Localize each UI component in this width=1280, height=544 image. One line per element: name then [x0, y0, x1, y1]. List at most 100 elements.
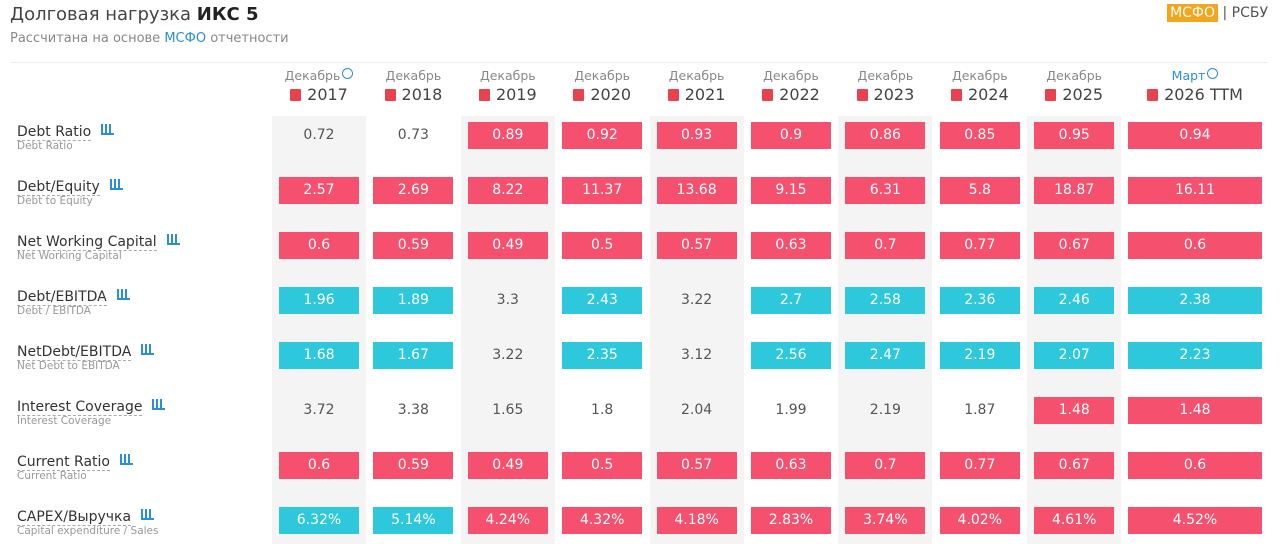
title: Долговая нагрузка ИКС 5 [10, 4, 259, 25]
cell: 4.24% [467, 507, 548, 534]
year: 2018 [366, 85, 460, 104]
period: Март [1122, 68, 1268, 83]
row-description: Debt Ratio [17, 140, 73, 152]
pdf-icon[interactable] [1045, 89, 1057, 101]
cell: 0.6 [279, 232, 359, 259]
row-description: Net Debt to EBITDA [17, 360, 120, 372]
period-label: Декабрь [951, 68, 1008, 83]
pdf-icon[interactable] [478, 89, 490, 101]
pdf-icon[interactable] [856, 89, 868, 101]
pdf-icon[interactable] [384, 89, 396, 101]
cell: 3.22 [681, 292, 713, 308]
period-label: Декабрь [1046, 68, 1103, 83]
toggle-option[interactable]: РСБУ [1231, 5, 1268, 21]
period: Декабрь [272, 68, 366, 83]
year: 2026 TTM [1122, 85, 1268, 104]
cell: 0.93 [656, 122, 737, 149]
chart-icon[interactable] [141, 509, 155, 520]
pdf-icon[interactable] [667, 89, 679, 101]
cell: 0.49 [467, 452, 548, 479]
cell: 8.22 [467, 177, 548, 204]
year: 2022 [744, 85, 838, 104]
cell: 0.73 [397, 127, 429, 143]
cell: 1.65 [492, 402, 524, 418]
row-name[interactable]: Net Working Capital [17, 234, 157, 251]
cell: 2.35 [562, 342, 643, 369]
pdf-icon[interactable] [950, 89, 962, 101]
row-name[interactable]: Debt/Equity [17, 179, 100, 196]
row-name[interactable]: Debt Ratio [17, 124, 92, 141]
cell: 6.31 [845, 177, 926, 204]
subtitle: Рассчитана на основе МСФО отчетности [10, 31, 289, 46]
cell: 2.38 [1128, 287, 1262, 314]
chart-icon[interactable] [166, 234, 180, 245]
chart-icon[interactable] [152, 399, 166, 410]
subtitle-link[interactable]: МСФО [164, 31, 207, 46]
period-label: Декабрь [284, 68, 341, 83]
cell: 3.3 [496, 292, 519, 308]
toggle-active[interactable]: МСФО [1167, 4, 1219, 22]
cell: 1.99 [775, 402, 807, 418]
year-label: 2017 [307, 85, 348, 104]
chart-icon[interactable] [116, 289, 130, 300]
cell: 2.04 [681, 402, 713, 418]
cell: 2.56 [751, 342, 831, 369]
row-description: Net Working Capital [17, 250, 122, 262]
cell: 1.68 [279, 342, 359, 369]
row-name[interactable]: Debt/EBITDA [17, 289, 107, 306]
cell: 2.19 [869, 402, 901, 418]
chart-icon[interactable] [141, 344, 155, 355]
year-label: 2024 [967, 85, 1009, 104]
chart-icon[interactable] [119, 454, 133, 465]
cell: 18.87 [1034, 177, 1115, 204]
cell: 0.72 [303, 127, 335, 143]
row-name[interactable]: CAPEX/Выручка [17, 509, 132, 526]
cell: 0.57 [656, 232, 737, 259]
cell: 0.94 [1128, 122, 1262, 149]
pdf-icon[interactable] [290, 89, 302, 101]
chart-icon[interactable] [109, 179, 123, 190]
cell: 1.67 [373, 342, 454, 369]
standard-toggle: МСФО | РСБУ [1167, 4, 1268, 22]
cell: 3.22 [492, 347, 524, 363]
cell: 3.72 [303, 402, 335, 418]
period-label: Декабрь [385, 68, 442, 83]
cell: 9.15 [751, 177, 831, 204]
cell: 2.19 [939, 342, 1020, 369]
cell: 2.07 [1034, 342, 1115, 369]
cell: 0.9 [751, 122, 831, 149]
year: 2021 [650, 85, 744, 104]
cell: 0.85 [939, 122, 1020, 149]
info-icon[interactable] [342, 68, 354, 79]
cell: 0.77 [939, 232, 1020, 259]
row-header: Net Working Capital [17, 231, 180, 251]
year: 2024 [933, 85, 1027, 104]
info-icon[interactable] [1207, 68, 1219, 79]
cell: 4.52% [1128, 507, 1262, 534]
period: Декабрь [366, 68, 460, 83]
cell: 0.59 [373, 452, 454, 479]
row-name[interactable]: Interest Coverage [17, 399, 143, 416]
row-description: Debt to Equity [17, 195, 93, 207]
cell: 0.63 [751, 232, 831, 259]
period: Декабрь [933, 68, 1027, 83]
year: 2020 [555, 85, 649, 104]
cell: 11.37 [562, 177, 643, 204]
row-description: Current Ratio [17, 470, 87, 482]
period: Декабрь [650, 68, 744, 83]
row-name[interactable]: Current Ratio [17, 454, 110, 471]
cell: 13.68 [656, 177, 737, 204]
pdf-icon[interactable] [573, 89, 585, 101]
pdf-icon[interactable] [762, 89, 774, 101]
cell: 0.49 [467, 232, 548, 259]
row-description: Interest Coverage [17, 415, 112, 427]
pdf-icon[interactable] [1147, 89, 1159, 101]
cell: 2.43 [562, 287, 643, 314]
chart-icon[interactable] [101, 124, 115, 135]
cell: 4.32% [562, 507, 643, 534]
row-name[interactable]: NetDebt/EBITDA [17, 344, 132, 361]
subtitle-text: отчетности [210, 31, 289, 46]
title-text: Долговая нагрузка [10, 4, 192, 25]
cell: 5.14% [373, 507, 454, 534]
